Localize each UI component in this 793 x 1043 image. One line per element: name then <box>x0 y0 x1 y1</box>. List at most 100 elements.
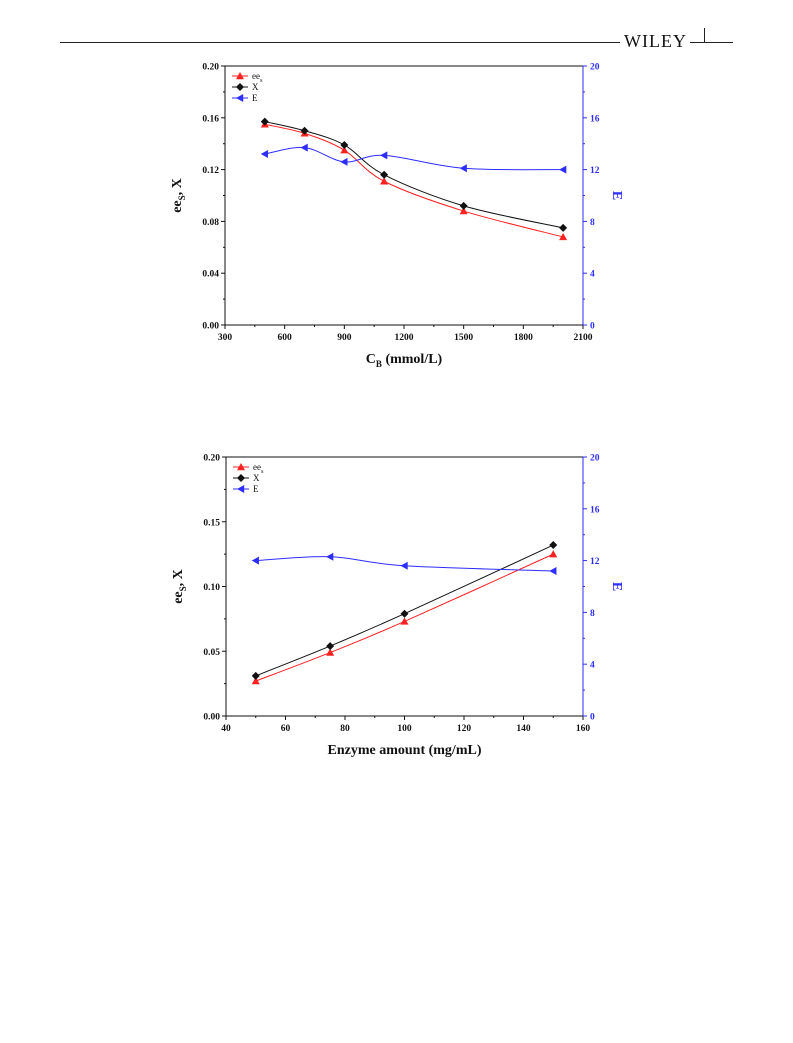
x-axis-title: CB (mmol/L) <box>366 352 443 369</box>
legend-label: ees <box>253 462 264 475</box>
x-tick-label: 900 <box>337 333 352 343</box>
series-2-point <box>300 143 308 152</box>
x-tick-label: 100 <box>397 724 412 734</box>
series-1-point <box>251 671 260 680</box>
series-2-point <box>260 150 268 159</box>
y2-tick-label: 4 <box>590 661 595 671</box>
chart-cb: 300 600 900 1200 1500 1800 2100 0.00 0.04 0.08 0.1… <box>170 63 624 370</box>
y-axis-title: eeS, X <box>170 178 187 213</box>
legend-marker <box>237 474 245 482</box>
legend-marker <box>236 83 244 91</box>
y-axis-title-suffix: , X <box>170 178 185 195</box>
header-rule <box>60 42 620 43</box>
y-axis-title-sub: S <box>178 586 188 591</box>
x-axis-title-suffix: (mmol/L) <box>382 352 443 367</box>
series-1-point <box>400 609 409 618</box>
series-0-point <box>251 677 260 685</box>
series-1-point <box>300 126 309 135</box>
legend-label-sub: s <box>260 77 263 84</box>
x-tick-label: 1500 <box>454 333 473 343</box>
series-1-point <box>340 140 349 149</box>
y2-tick-label: 0 <box>590 322 595 332</box>
x-tick-label: 300 <box>218 333 233 343</box>
legend-label-main: ee <box>252 71 260 81</box>
legend-label: E <box>252 93 258 103</box>
x-tick-label: 2100 <box>574 333 593 343</box>
y2-tick-label: 8 <box>590 609 595 619</box>
series-1-point <box>549 541 558 550</box>
legend-label-sub: s <box>261 468 264 475</box>
series-line-1 <box>255 544 554 677</box>
y-tick-label: 0.20 <box>203 454 220 464</box>
y-tick-label: 0.16 <box>202 114 219 124</box>
legend-marker <box>236 94 244 102</box>
publisher-logo-text: WILEY <box>624 31 687 51</box>
series-1-point <box>459 201 468 210</box>
y-axis-title: eeS, X <box>171 569 188 604</box>
y-axis-title-sub: S <box>177 195 187 200</box>
series-0-point <box>400 617 409 625</box>
series-1-point <box>380 170 389 179</box>
legend-marker <box>236 72 244 80</box>
x-tick-label: 1800 <box>514 333 533 343</box>
y2-tick-label: 20 <box>590 63 600 73</box>
y2-tick-label: 20 <box>590 454 600 464</box>
x-tick-label: 160 <box>576 724 591 734</box>
y2-tick-label: 8 <box>590 218 595 228</box>
legend-label-main: E <box>253 484 259 494</box>
y2-tick-label: 0 <box>590 713 595 723</box>
y2-axis-title: E <box>609 191 624 200</box>
series-2-point <box>559 165 567 174</box>
y-tick-label: 0.00 <box>202 322 219 332</box>
series-0-point <box>326 648 335 656</box>
series-2-point <box>400 561 408 570</box>
series-0-point <box>340 146 349 154</box>
series-line-2 <box>264 146 564 171</box>
x-tick-label: 80 <box>340 724 350 734</box>
chart-enzyme: 40 60 80 100 120 140 160 0.00 0.05 0.10 0.15 0.20 0 4… <box>171 454 624 759</box>
legend-marker <box>237 485 245 493</box>
series-line-0 <box>255 553 554 682</box>
series-0-point <box>459 207 468 215</box>
y-tick-label: 0.08 <box>202 218 219 228</box>
series-line-2 <box>255 556 554 572</box>
series-1-point <box>326 642 335 651</box>
legend-label-main: X <box>252 82 259 92</box>
series-line-0 <box>264 123 564 238</box>
legend-label: X <box>252 82 259 92</box>
y-tick-label: 0.20 <box>202 63 219 73</box>
series-2-point <box>251 556 259 565</box>
legend-label: X <box>253 473 260 483</box>
series-0-point <box>559 232 568 241</box>
y-axis-title-main: ee <box>170 200 185 212</box>
y2-tick-label: 16 <box>590 505 600 515</box>
legend-label-main: E <box>252 93 258 103</box>
series-2-point <box>326 552 334 561</box>
x-tick-label: 140 <box>516 724 531 734</box>
y2-tick-label: 12 <box>590 166 600 176</box>
publisher-logo: WILEY <box>624 31 687 52</box>
x-axis-title: Enzyme amount (mg/mL) <box>328 743 482 758</box>
legend-label-main: ee <box>253 462 261 472</box>
y-axis-title-main: ee <box>171 591 186 603</box>
y2-tick-label: 4 <box>590 270 595 280</box>
y-tick-label: 0.05 <box>203 648 220 658</box>
series-2-point <box>340 157 348 166</box>
series-line-1 <box>264 121 564 229</box>
y2-tick-label: 16 <box>590 114 600 124</box>
legend-marker <box>237 463 245 471</box>
y-tick-label: 0.15 <box>203 518 220 528</box>
y2-tick-label: 12 <box>590 557 600 567</box>
series-2-point <box>459 164 467 173</box>
header-tick <box>704 28 705 42</box>
y-axis-title-suffix: , X <box>171 569 186 586</box>
series-0-point <box>549 550 558 558</box>
x-tick-label: 60 <box>281 724 291 734</box>
series-0-point <box>380 177 389 185</box>
x-tick-label: 40 <box>221 724 231 734</box>
x-axis-title-main: C <box>366 352 376 367</box>
x-tick-label: 600 <box>278 333 293 343</box>
x-tick-label: 1200 <box>395 333 414 343</box>
x-axis-title-sub: B <box>376 359 382 369</box>
header-rule-right <box>690 42 733 43</box>
